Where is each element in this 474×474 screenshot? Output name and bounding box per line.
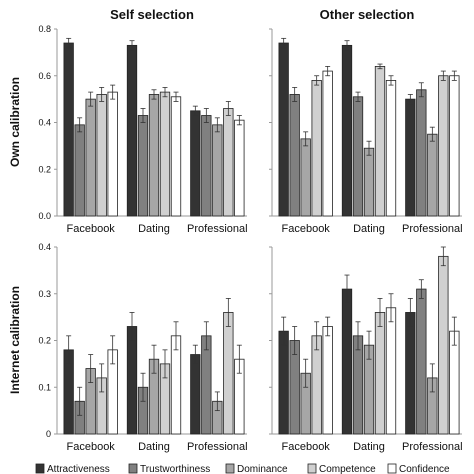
bar-attractiveness-facebook: [278, 42, 289, 217]
bar-confidence-facebook: [322, 326, 333, 435]
bar-attractiveness-facebook: [63, 42, 74, 217]
column-title-self: Self selection: [110, 7, 194, 22]
legend-swatch-dominance: [225, 463, 235, 474]
bar-confidence-dating: [385, 80, 397, 217]
category-label: Facebook: [67, 223, 116, 235]
bar-confidence-facebook: [322, 70, 333, 217]
y-tick-label: 0.6: [38, 71, 51, 81]
category-label: Professional: [187, 441, 248, 453]
bar-competence-professional: [223, 312, 234, 435]
y-tick-label: 0.4: [38, 118, 51, 128]
bar-confidence-dating: [385, 307, 397, 435]
bar-competence-dating: [374, 312, 386, 435]
bar-trustworthiness-facebook: [74, 124, 85, 217]
bar-attractiveness-dating: [341, 288, 353, 435]
bar-dominance-facebook: [300, 138, 311, 217]
bar-attractiveness-professional: [405, 312, 416, 435]
category-label: Facebook: [67, 441, 116, 453]
category-label: Dating: [138, 223, 170, 235]
bar-attractiveness-facebook: [278, 330, 289, 435]
y-tick-label: 0.2: [38, 336, 51, 346]
category-label: Professional: [402, 223, 463, 235]
bar-confidence-facebook: [107, 91, 118, 217]
y-tick-label: 0.0: [38, 211, 51, 221]
bar-confidence-dating: [170, 96, 182, 217]
bar-trustworthiness-professional: [201, 335, 212, 435]
y-tick-label: 0.3: [38, 289, 51, 299]
bar-trustworthiness-professional: [201, 115, 212, 217]
legend-swatch-competence: [307, 463, 317, 474]
bar-trustworthiness-dating: [352, 96, 364, 217]
legend-label-competence: Competence: [319, 464, 376, 474]
bar-attractiveness-professional: [190, 354, 201, 435]
bar-competence-facebook: [96, 94, 107, 217]
bar-competence-dating: [374, 66, 386, 217]
category-label: Dating: [138, 441, 170, 453]
row-title-own: Own calibration: [8, 77, 22, 167]
legend-swatch-confidence: [387, 463, 397, 474]
bar-competence-professional: [438, 255, 449, 435]
bar-competence-professional: [223, 108, 234, 217]
panel-bottom-left: 0 0.1 0.2 0.3 0.4 Facebook Dating Professional: [38, 242, 247, 453]
y-tick-label: 0.1: [38, 382, 51, 392]
bar-competence-professional: [438, 75, 449, 217]
bar-trustworthiness-dating: [352, 335, 364, 435]
category-label: Facebook: [282, 223, 331, 235]
bar-dominance-facebook: [85, 98, 96, 217]
category-label: Dating: [353, 223, 385, 235]
bar-trustworthiness-professional: [416, 89, 427, 217]
row-title-internet: Internet calibration: [8, 286, 22, 394]
category-label: Professional: [402, 441, 463, 453]
legend: Attractiveness Trustworthiness Dominance Co…: [35, 463, 450, 474]
legend-swatch-trustworthiness: [128, 463, 138, 474]
bar-attractiveness-dating: [126, 44, 138, 217]
bar-trustworthiness-professional: [416, 288, 427, 435]
category-label: Facebook: [282, 441, 331, 453]
bar-trustworthiness-facebook: [289, 94, 300, 217]
bar-competence-facebook: [311, 335, 322, 435]
bar-dominance-professional: [427, 133, 438, 217]
bar-dominance-professional: [212, 124, 223, 217]
panel-bottom-right: Facebook Dating Professional: [269, 246, 463, 453]
legend-swatch-attractiveness: [35, 463, 45, 474]
bar-competence-dating: [159, 91, 171, 217]
bar-dominance-dating: [363, 147, 375, 217]
bar-confidence-professional: [449, 75, 460, 217]
category-label: Dating: [353, 441, 385, 453]
bar-dominance-dating: [148, 94, 160, 217]
y-tick-label: 0: [46, 429, 51, 439]
column-title-other: Other selection: [320, 7, 415, 22]
y-tick-label: 0.4: [38, 242, 51, 252]
category-label: Professional: [187, 223, 248, 235]
legend-label-dominance: Dominance: [237, 464, 288, 474]
bar-attractiveness-professional: [190, 110, 201, 217]
legend-label-trustworthiness: Trustworthiness: [140, 464, 210, 474]
bar-attractiveness-dating: [341, 44, 353, 217]
bar-trustworthiness-dating: [137, 115, 149, 217]
bar-attractiveness-professional: [405, 98, 416, 217]
panel-top-left: 0.0 0.2 0.4 0.6 0.8 Facebook Dating Professiona…: [38, 24, 247, 235]
y-tick-label: 0.2: [38, 164, 51, 174]
y-tick-label: 0.8: [38, 24, 51, 34]
bar-confidence-professional: [449, 330, 460, 435]
bar-confidence-dating: [170, 335, 182, 435]
bar-competence-facebook: [311, 80, 322, 217]
panel-top-right: Facebook Dating Professional: [269, 28, 463, 235]
bar-attractiveness-dating: [126, 326, 138, 435]
bar-confidence-professional: [234, 119, 245, 217]
legend-label-attractiveness: Attractiveness: [47, 464, 110, 474]
legend-label-confidence: Confidence: [399, 464, 450, 474]
